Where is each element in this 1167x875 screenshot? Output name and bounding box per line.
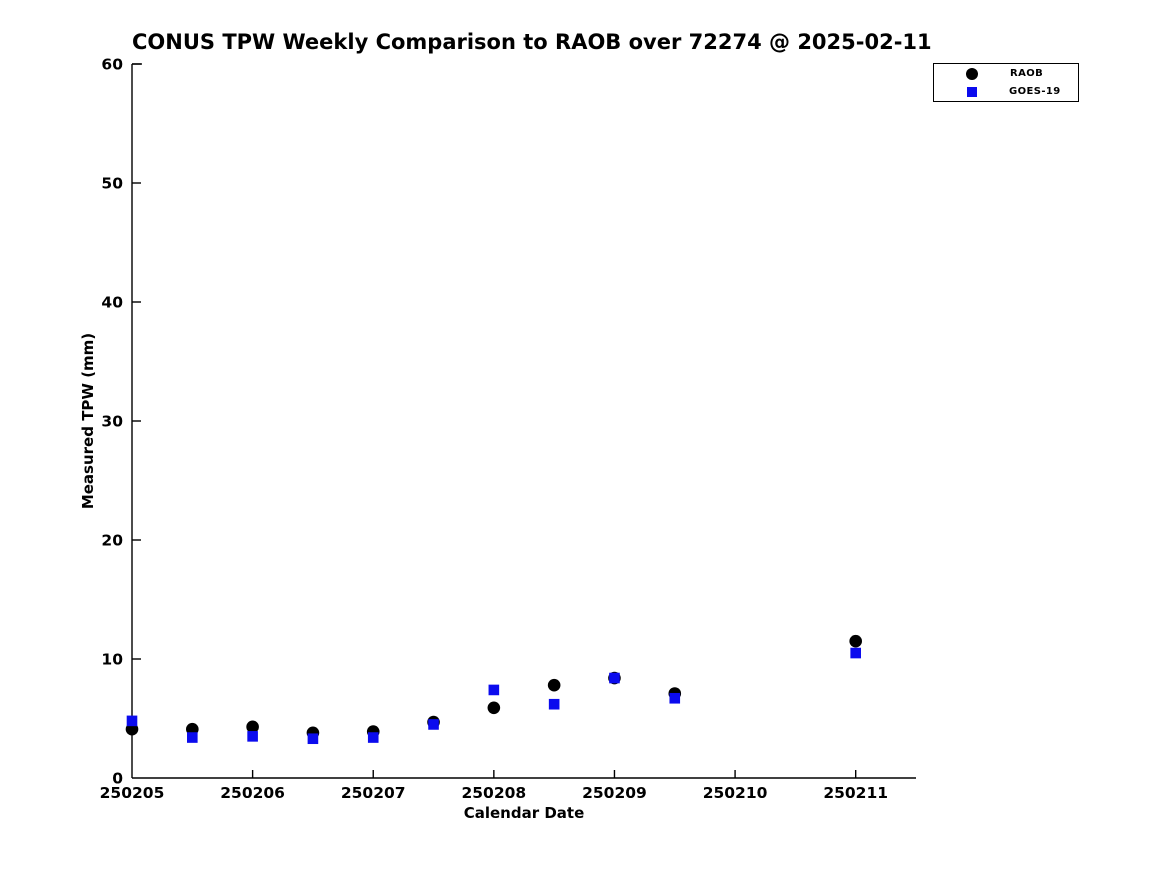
y-tick-label: 0 [112, 770, 123, 788]
x-tick-label: 250208 [461, 784, 526, 802]
legend-label-goes19: GOES-19 [1009, 86, 1061, 97]
legend: RAOB GOES-19 [933, 63, 1079, 102]
legend-item-raob: RAOB [934, 65, 1078, 83]
legend-item-goes19: GOES-19 [934, 83, 1078, 101]
y-tick-label: 10 [101, 651, 123, 669]
y-tick-label: 20 [101, 532, 123, 550]
y-tick-label: 30 [101, 413, 123, 431]
legend-label-raob: RAOB [1010, 68, 1044, 79]
data-point-goes-19 [307, 733, 319, 745]
data-point-goes-19 [187, 732, 198, 743]
x-tick-label: 250211 [823, 784, 888, 802]
raob-circle-marker-icon [966, 67, 978, 80]
y-tick-label: 50 [101, 175, 123, 193]
y-tick-label: 40 [101, 294, 123, 312]
x-tick-label: 250207 [341, 784, 406, 802]
data-point-goes-19 [850, 647, 861, 659]
x-tick-label: 250205 [100, 784, 165, 802]
data-point-goes-19 [126, 715, 138, 727]
x-tick-label: 250209 [582, 784, 647, 802]
data-point-goes-19 [247, 731, 258, 742]
data-point-raob [487, 701, 501, 715]
data-point-goes-19 [428, 719, 439, 730]
y-tick-label: 60 [101, 56, 123, 74]
data-point-goes-19 [669, 692, 681, 704]
data-point-raob [547, 678, 561, 692]
chart-title: CONUS TPW Weekly Comparison to RAOB over… [132, 30, 932, 54]
data-point-goes-19 [367, 732, 379, 743]
x-tick-label: 250206 [220, 784, 285, 802]
data-point-goes-19 [488, 684, 500, 696]
data-point-raob [849, 634, 862, 648]
data-point-goes-19 [609, 672, 620, 684]
data-point-raob [246, 720, 259, 734]
x-axis-label: Calendar Date [463, 804, 585, 822]
goes19-square-marker-icon [967, 86, 977, 97]
x-tick-label: 250210 [703, 784, 768, 802]
data-point-goes-19 [548, 698, 560, 710]
